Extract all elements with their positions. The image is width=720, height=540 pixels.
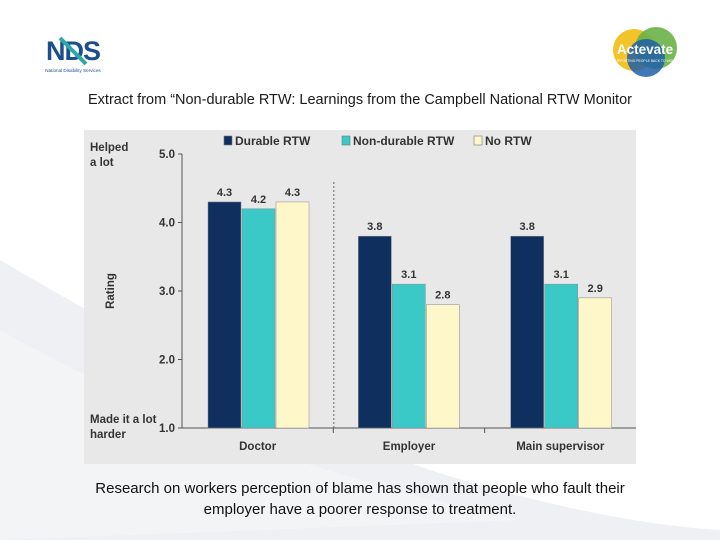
bar xyxy=(241,208,276,429)
legend-label: Non-durable RTW xyxy=(353,134,455,148)
bar xyxy=(510,235,544,429)
bar xyxy=(358,235,392,429)
y-tick-label: 4.0 xyxy=(159,218,175,230)
bar xyxy=(578,297,612,429)
footer-text: Research on workers perception of blame … xyxy=(95,480,625,518)
top-anchor-label: Helped xyxy=(90,142,128,154)
legend-swatch xyxy=(473,135,483,146)
x-category-label: Doctor xyxy=(239,441,277,453)
nds-logo: NDS National Disability Services xyxy=(38,22,108,84)
y-tick-label: 2.0 xyxy=(159,355,175,367)
legend-label: No RTW xyxy=(485,134,532,148)
y-tick-label: 5.0 xyxy=(159,149,175,161)
bar-value-label: 4.3 xyxy=(285,187,300,199)
bar-value-label: 2.8 xyxy=(435,290,450,302)
y-axis-title: Rating xyxy=(105,273,117,309)
bottom-anchor-label: Made it a lot xyxy=(90,414,157,426)
bar xyxy=(207,201,242,429)
bar-value-label: 4.3 xyxy=(217,187,232,199)
y-tick-label: 3.0 xyxy=(159,286,175,298)
bar xyxy=(392,283,426,429)
bar-value-label: 3.1 xyxy=(554,269,569,281)
legend-swatch xyxy=(341,135,351,146)
actevate-tagline: SUPPORTING PEOPLE BACK TO WORK xyxy=(613,59,678,63)
bar-value-label: 3.8 xyxy=(520,221,535,233)
legend-swatch xyxy=(223,135,233,146)
bar-value-label: 4.2 xyxy=(251,194,266,206)
extract-caption: Extract from “Non-durable RTW: Learnings… xyxy=(88,92,632,108)
legend-label: Durable RTW xyxy=(235,134,311,148)
bar-value-label: 2.9 xyxy=(588,283,603,295)
bar xyxy=(544,283,578,429)
nds-logo-tagline: National Disability Services xyxy=(45,68,101,73)
bottom-anchor-label: harder xyxy=(90,429,126,441)
bar xyxy=(426,304,460,429)
top-anchor-label: a lot xyxy=(90,157,114,169)
x-category-label: Employer xyxy=(383,441,436,453)
rating-bar-chart: Durable RTW Non-durable RTW No RTW Helped a … xyxy=(84,130,636,464)
x-category-label: Main supervisor xyxy=(516,441,605,453)
bar xyxy=(275,201,310,429)
actevate-logo: Actevate SUPPORTING PEOPLE BACK TO WORK xyxy=(606,22,684,84)
actevate-wordmark: Actevate xyxy=(617,42,674,57)
y-tick-label: 1.0 xyxy=(159,423,175,435)
bar-value-label: 3.8 xyxy=(367,221,382,233)
bar-value-label: 3.1 xyxy=(401,269,416,281)
